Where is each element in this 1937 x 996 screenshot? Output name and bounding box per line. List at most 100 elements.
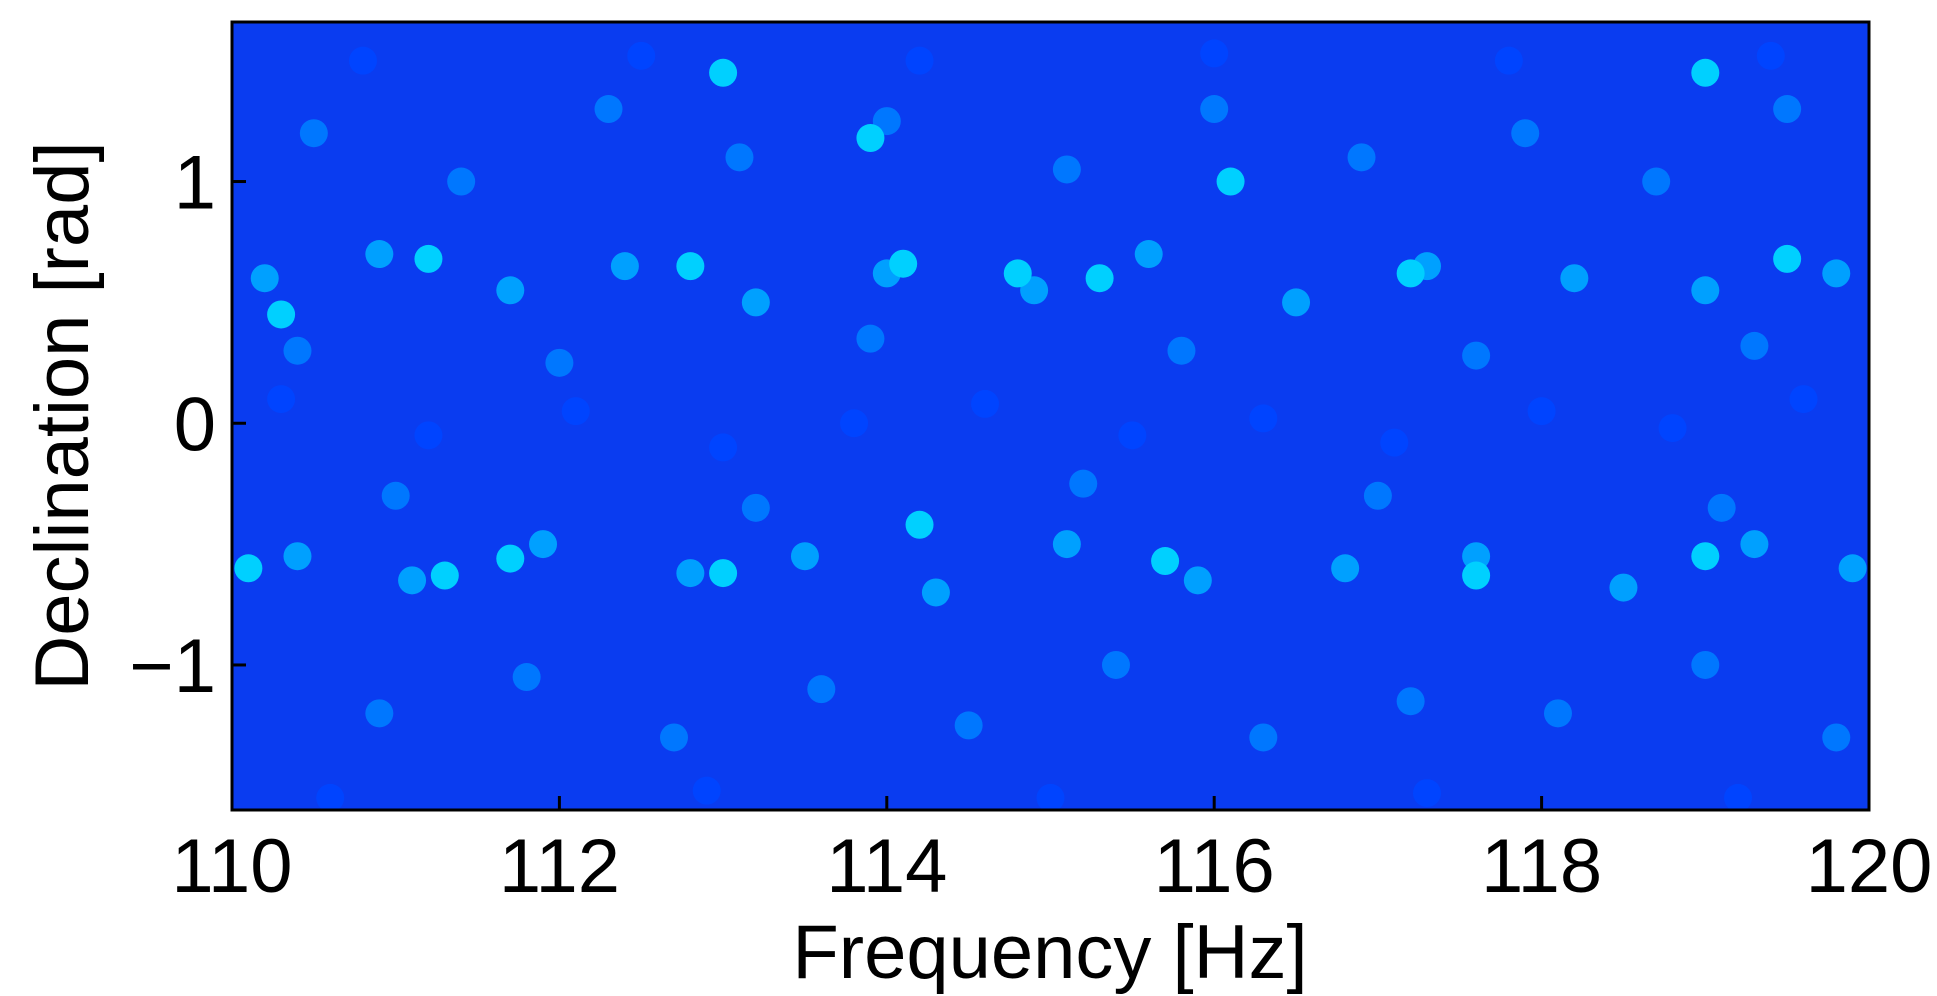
- scatter-point: [1724, 783, 1753, 810]
- scatter-point: [1249, 723, 1278, 752]
- scatter-point: [954, 711, 983, 740]
- x-tick-label: 120: [1806, 824, 1933, 909]
- marks: [234, 39, 1867, 810]
- scatter-point: [1609, 573, 1638, 602]
- scatter-point: [1134, 240, 1163, 269]
- scatter-point: [381, 481, 410, 510]
- scatter-point: [676, 252, 705, 281]
- scatter-point: [1462, 561, 1491, 590]
- scatter-point: [840, 409, 869, 438]
- scatter-point: [250, 264, 279, 293]
- scatter-point: [283, 542, 312, 571]
- scatter-point: [1183, 566, 1212, 595]
- scatter-point: [267, 385, 296, 414]
- scatter-point: [692, 776, 721, 805]
- y-tick-label: 1: [174, 141, 216, 226]
- scatter-point: [659, 723, 688, 752]
- scatter-point: [430, 561, 459, 590]
- scatter-point: [1331, 554, 1360, 583]
- scatter-point: [1822, 723, 1851, 752]
- scatter-point: [1249, 404, 1278, 433]
- scatter-point: [610, 252, 639, 281]
- scatter-point: [1740, 530, 1769, 559]
- scatter-point: [1462, 542, 1491, 571]
- scatter-point: [1543, 699, 1572, 728]
- scatter-point: [790, 542, 819, 571]
- scatter-point: [267, 300, 296, 329]
- scatter-point: [856, 124, 885, 153]
- scatter-point: [594, 95, 623, 124]
- scatter-point: [545, 348, 574, 377]
- scatter-point: [1838, 554, 1867, 583]
- scatter-point: [1740, 331, 1769, 360]
- scatter-point: [1756, 41, 1785, 70]
- scatter-point: [1494, 46, 1523, 75]
- scatter-point: [1560, 264, 1589, 293]
- scatter-point: [856, 324, 885, 353]
- scatter-point: [1413, 779, 1442, 808]
- scatter-point: [1691, 58, 1720, 87]
- scatter-point: [1200, 39, 1229, 68]
- scatter-point: [1052, 155, 1081, 184]
- scatter-point: [234, 554, 263, 583]
- scatter-point: [561, 397, 590, 426]
- scatter-point: [1380, 428, 1409, 457]
- scatter-point: [889, 249, 918, 278]
- scatter-point: [709, 58, 738, 87]
- scatter-point: [529, 530, 558, 559]
- scatter-point: [1069, 469, 1098, 498]
- y-axis-label: Declination [rad]: [20, 141, 105, 690]
- scatter-point: [1363, 481, 1392, 510]
- scatter-point: [1511, 119, 1540, 148]
- scatter-point: [741, 288, 770, 317]
- scatter-point: [512, 663, 541, 692]
- scatter-point: [971, 389, 1000, 418]
- scatter-point: [1167, 336, 1196, 365]
- scatter-point: [1707, 493, 1736, 522]
- x-tick-label: 116: [1154, 824, 1275, 909]
- scatter-point: [905, 510, 934, 539]
- x-axis-label: Frequency [Hz]: [792, 910, 1307, 995]
- scatter-point: [1527, 397, 1556, 426]
- scatter-point: [1658, 414, 1687, 443]
- scatter-point: [365, 240, 394, 269]
- scatter-point: [348, 46, 377, 75]
- scatter-point: [1691, 542, 1720, 571]
- scatter-point: [1151, 547, 1180, 576]
- scatter-point: [1003, 259, 1032, 288]
- scatter-point: [676, 559, 705, 588]
- scatter-point: [496, 276, 525, 305]
- axes-frame: [230, 20, 1871, 812]
- y-tick-label: 0: [174, 382, 216, 467]
- scatter-point: [627, 41, 656, 70]
- scatter-point: [1036, 783, 1065, 810]
- y-tick-label: −1: [129, 624, 216, 709]
- scatter-point: [741, 493, 770, 522]
- scatter-point: [1052, 530, 1081, 559]
- scatter-point: [1085, 264, 1114, 293]
- scatter-point: [1462, 341, 1491, 370]
- x-tick-label: 114: [826, 824, 947, 909]
- x-tick-label: 110: [171, 824, 292, 909]
- scatter-point: [1396, 687, 1425, 716]
- scatter-point: [365, 699, 394, 728]
- scatter-point: [414, 244, 443, 273]
- scatter-point: [709, 559, 738, 588]
- scatter-point: [1773, 244, 1802, 273]
- scatter-point: [1396, 259, 1425, 288]
- plot-area: [232, 22, 1869, 810]
- scatter-point: [807, 675, 836, 704]
- scatter-point: [1691, 650, 1720, 679]
- x-tick-label: 112: [499, 824, 620, 909]
- x-tick-label: 118: [1481, 824, 1602, 909]
- scatter-point: [414, 421, 443, 450]
- scatter-point: [496, 544, 525, 573]
- scatter-point: [283, 336, 312, 365]
- scatter-point: [1822, 259, 1851, 288]
- scatter-point: [1118, 421, 1147, 450]
- scatter-point: [1101, 650, 1130, 679]
- scatter-point: [1347, 143, 1376, 172]
- scatter-point: [921, 578, 950, 607]
- scatter-point: [1789, 385, 1818, 414]
